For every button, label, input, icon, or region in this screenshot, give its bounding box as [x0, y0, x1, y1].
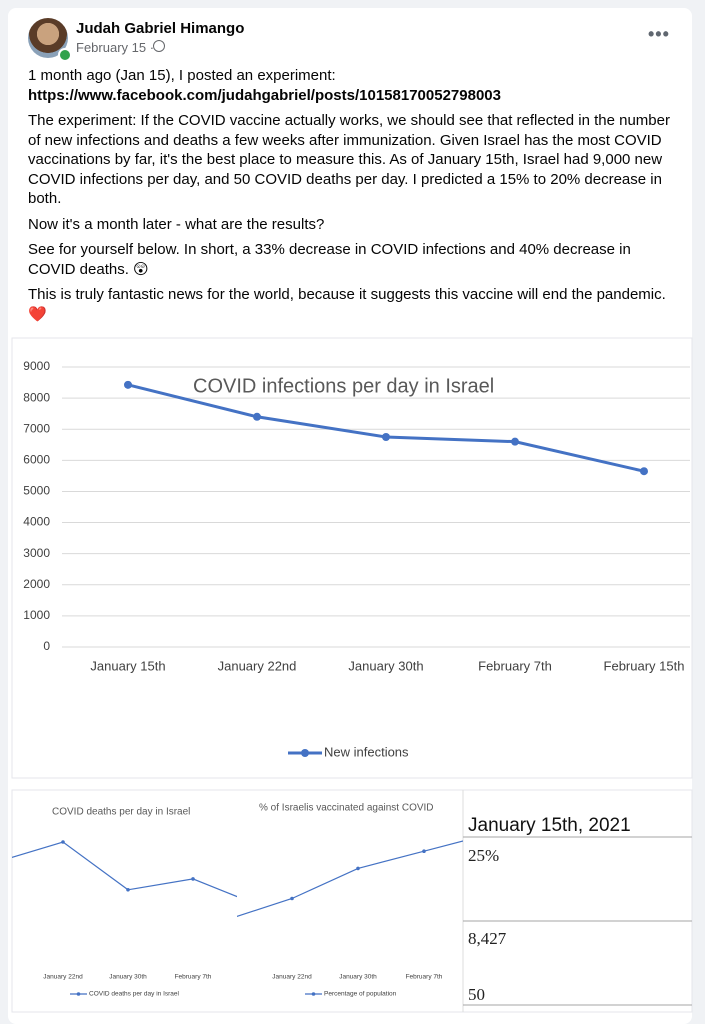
data-point: [290, 896, 294, 901]
data-point: [356, 866, 360, 871]
legend-marker: [301, 749, 309, 757]
intro: 1 month ago (Jan 15), I posted an experi…: [28, 67, 336, 84]
x-tick-label: February 15th: [604, 658, 685, 673]
x-tick-label: February 7th: [175, 974, 212, 981]
y-tick-label: 5000: [23, 484, 50, 498]
chart-title: COVID deaths per day in Israel: [52, 807, 190, 818]
table-cell: 8,427: [468, 929, 507, 948]
data-point: [382, 433, 390, 441]
x-tick-label: January 30th: [109, 974, 147, 981]
legend-label: COVID deaths per day in Israel: [89, 991, 180, 998]
link[interactable]: https://www.facebook.com/judahgabriel/po…: [28, 86, 501, 104]
image-frame: [11, 789, 693, 1013]
legend-marker: [311, 992, 316, 996]
post-date[interactable]: February 15 ·: [76, 40, 155, 55]
x-tick-label: January 15th: [90, 658, 165, 673]
y-tick-label: 9000: [23, 359, 50, 373]
table-cell: 50: [468, 985, 485, 1004]
author[interactable]: Judah Gabriel Himango: [76, 20, 245, 37]
x-tick-label: February 7th: [406, 974, 443, 981]
y-tick-label: 3000: [23, 546, 50, 560]
online-dot: [58, 48, 72, 62]
data-point: [253, 412, 261, 421]
data-point: [124, 380, 132, 389]
chart: 0 1000 2000 3000 4000 5000 6000 7000 8000 9000 COV…: [23, 359, 690, 673]
data-point: [191, 877, 195, 881]
y-tick-label: 2000: [23, 577, 50, 591]
paragraph: The experiment: If the COVID vaccine act…: [28, 112, 670, 207]
chart: COVID deaths per day in Israel th January …: [0, 807, 237, 981]
x-tick-label: th: [0, 974, 1, 981]
y-tick-label: 4000: [23, 515, 50, 529]
y-tick-label: 0: [43, 639, 50, 653]
x-tick-label: January 22nd: [43, 974, 83, 981]
y-tick-label: 1000: [23, 608, 50, 622]
chart-title: % of Israelis vaccinated against COVID: [259, 803, 434, 814]
chart-title: COVID infections per day in Israel: [193, 375, 494, 397]
data-point: [640, 467, 648, 476]
data-point: [511, 437, 519, 446]
paragraph: This is truly fantastic news for the wor…: [28, 286, 666, 323]
paragraph: See for yourself below. In short, a 33% …: [28, 241, 631, 278]
privacy-icon: [153, 40, 165, 52]
table-cell: 25%: [468, 846, 499, 865]
data-point: [126, 887, 130, 892]
paragraph: Now it's a month later - what are the re…: [28, 215, 325, 233]
more-menu[interactable]: •••: [648, 24, 670, 44]
y-tick-label: 8000: [23, 390, 50, 404]
x-tick-label: January 30th: [339, 974, 377, 981]
x-tick-label: February 7th: [478, 658, 552, 673]
y-tick-label: 7000: [23, 421, 50, 435]
table-header: January 15th, 2021: [468, 815, 631, 836]
paragraph: 1 month ago (Jan 15), I posted an experi…: [28, 66, 676, 105]
legend-label: New infections: [324, 744, 409, 759]
post-body: 1 month ago (Jan 15), I posted an experi…: [28, 66, 676, 330]
image-frame: [11, 337, 693, 779]
data-point: [61, 840, 65, 844]
legend-marker: [76, 992, 81, 996]
legend-label: Percentage of population: [324, 991, 397, 998]
chart: % of Israelis vaccinated against COVIDth…: [237, 803, 463, 981]
x-tick-label: January 22nd: [218, 658, 297, 673]
x-tick-label: January 30th: [348, 658, 423, 673]
summary-table: January 15th, 2021 25% 8,427 50: [463, 815, 692, 1006]
y-tick-label: 6000: [23, 453, 50, 467]
x-tick-label: January 22nd: [272, 974, 312, 981]
data-point: [422, 849, 426, 853]
